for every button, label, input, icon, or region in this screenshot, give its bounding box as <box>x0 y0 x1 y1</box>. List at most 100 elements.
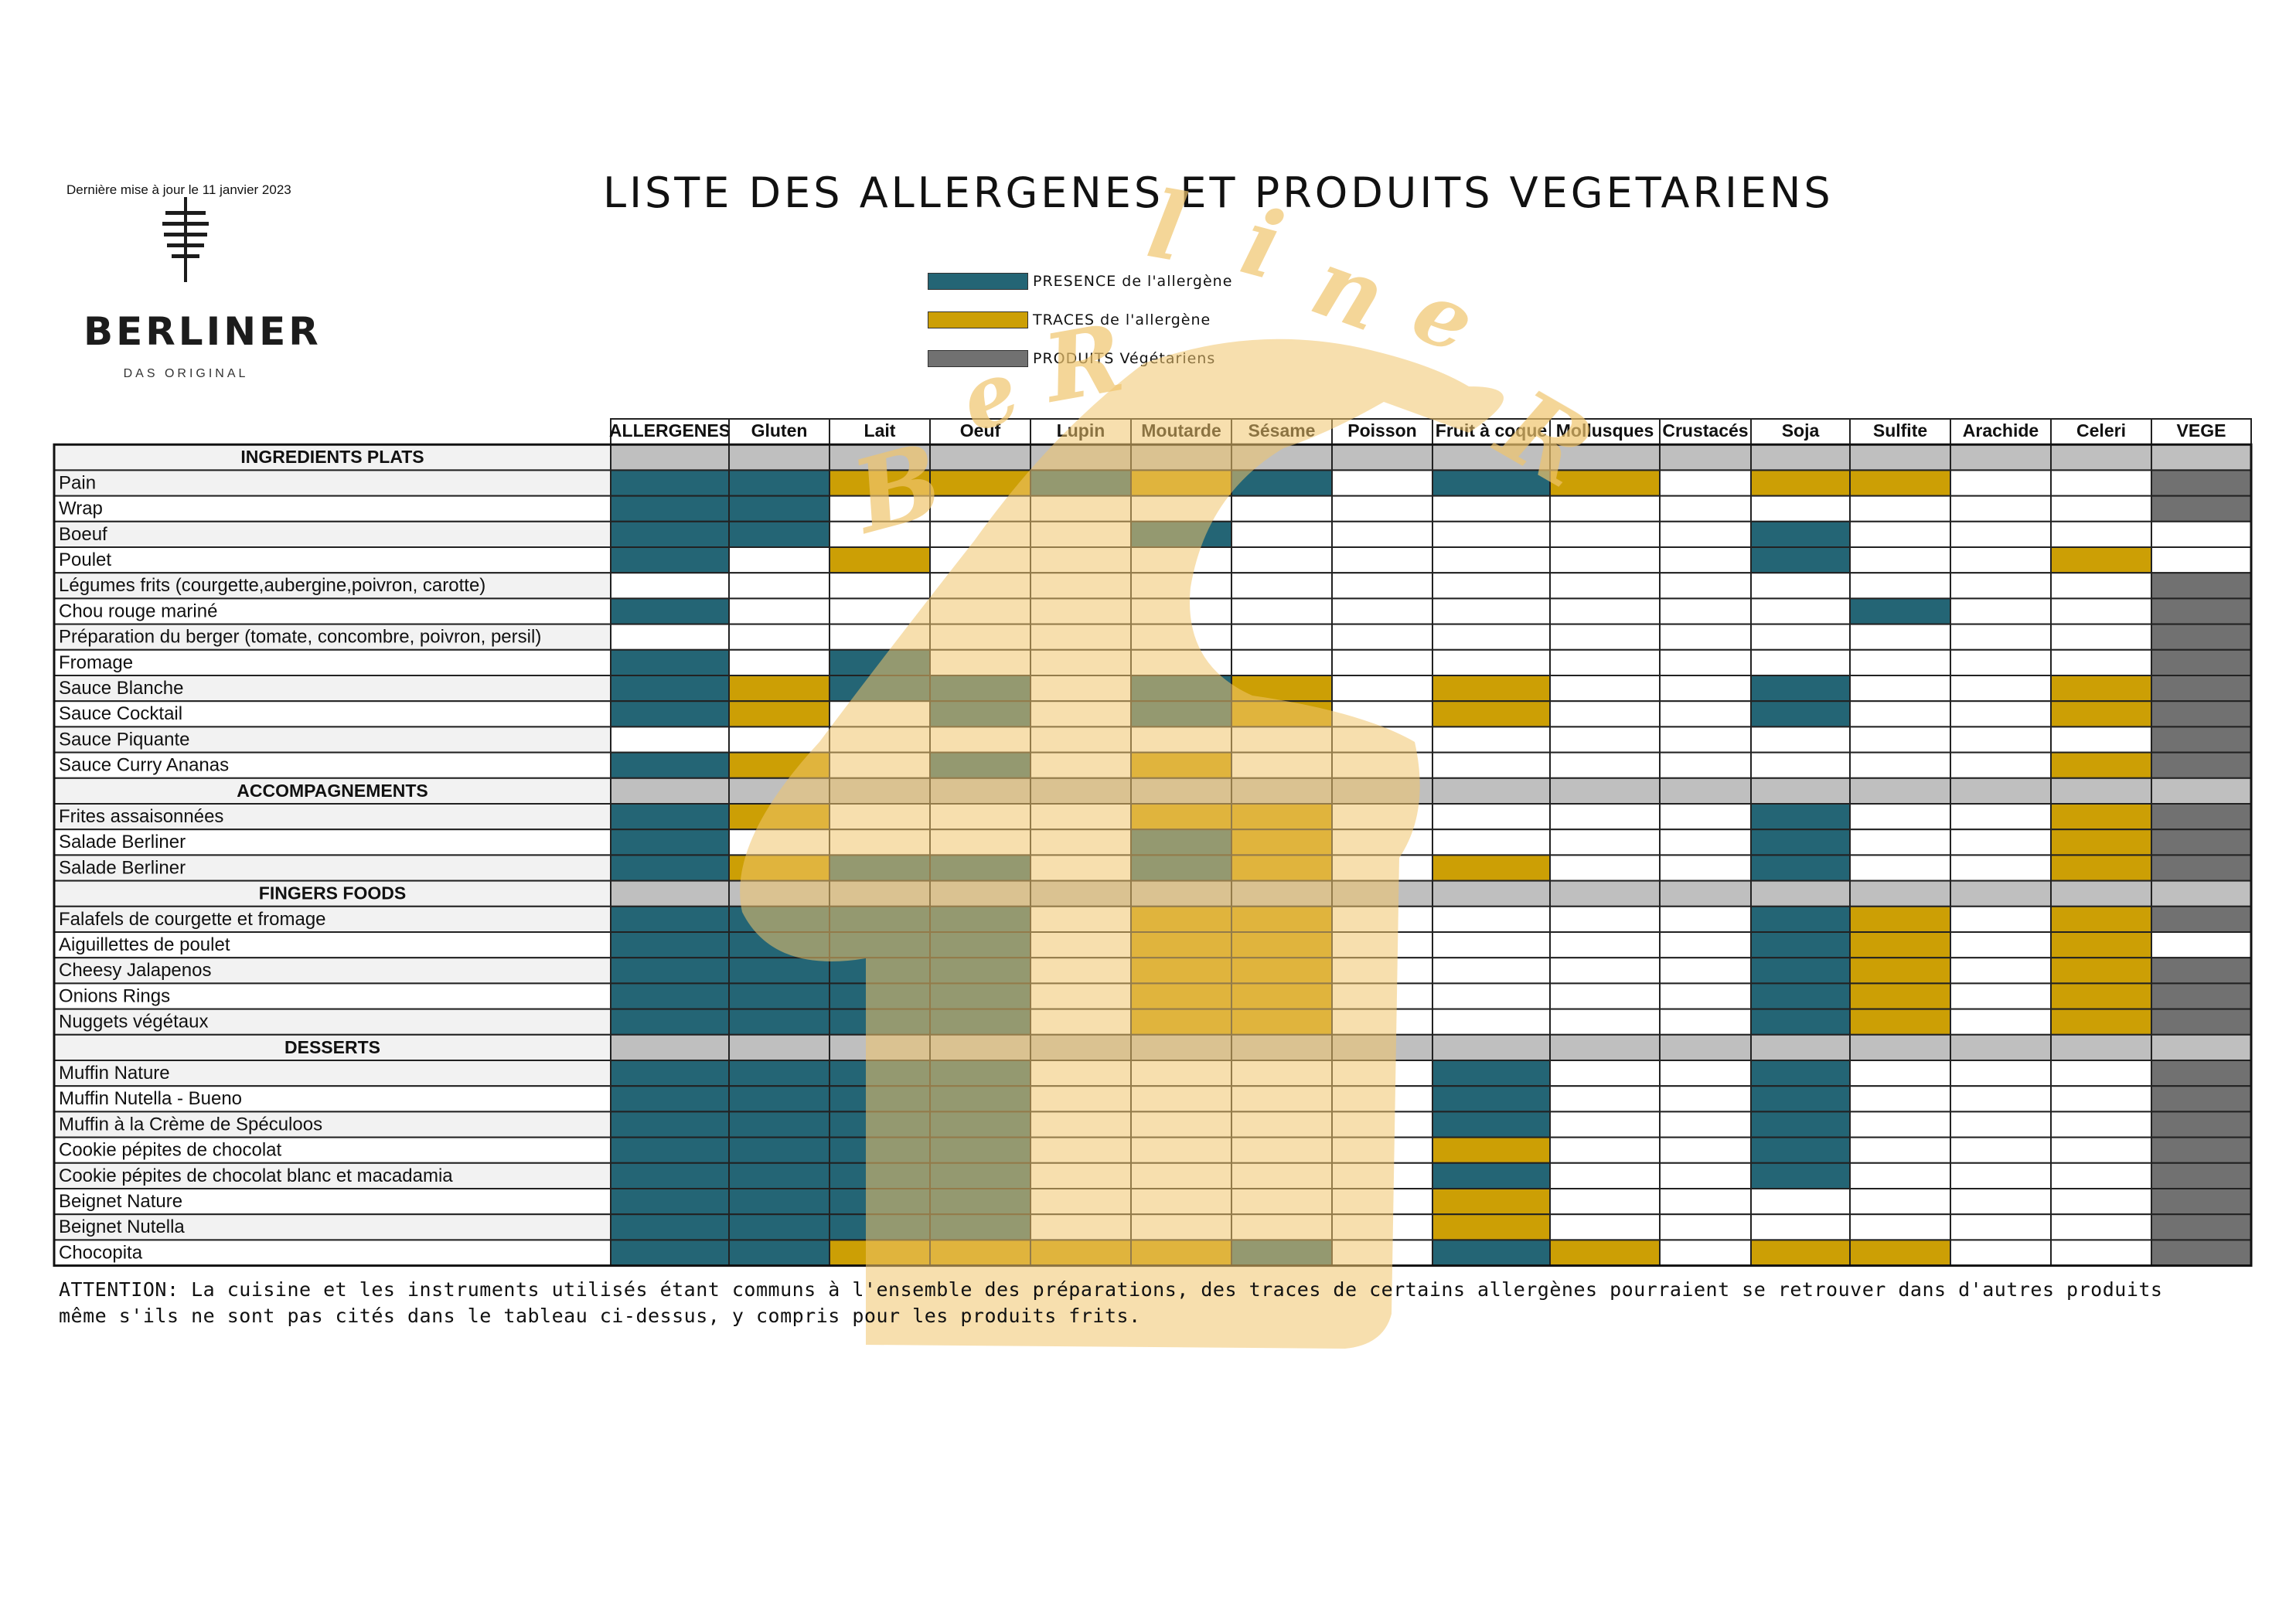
allergen-cell <box>1659 1008 1752 1036</box>
allergen-cell <box>1331 495 1433 522</box>
allergen-cell <box>2050 1136 2152 1164</box>
allergen-cell <box>1750 546 1851 574</box>
section-filler-cell <box>1750 444 1851 471</box>
allergen-cell <box>2151 1008 2252 1036</box>
allergen-cell <box>1030 520 1132 548</box>
allergen-cell <box>1849 931 1951 959</box>
allergen-cell <box>1432 1213 1551 1241</box>
allergen-cell <box>1950 469 2052 497</box>
allergen-cell <box>728 675 830 703</box>
allergen-cell <box>2050 854 2152 882</box>
column-header-cell <box>2151 418 2252 446</box>
allergen-cell <box>728 1111 830 1138</box>
allergen-cell <box>1130 1136 1232 1164</box>
allergen-cell <box>2151 1239 2252 1267</box>
section-filler-cell <box>728 444 830 471</box>
allergen-cell <box>829 751 931 779</box>
allergen-cell <box>1432 1111 1551 1138</box>
allergen-cell <box>2050 1188 2152 1216</box>
section-filler-cell <box>2151 444 2252 471</box>
column-header-label: VEGE <box>2177 420 2226 441</box>
allergen-cell <box>728 803 830 831</box>
allergen-cell <box>1030 1111 1132 1138</box>
column-header-label: Lait <box>864 420 896 441</box>
table-row <box>53 675 611 703</box>
column-header-label: Arachide <box>1963 420 2039 441</box>
allergen-cell <box>728 829 830 856</box>
section-filler-cell <box>728 777 830 805</box>
allergen-cell <box>610 1060 730 1087</box>
allergen-cell <box>1130 1213 1232 1241</box>
allergen-cell <box>728 726 830 754</box>
section-filler-cell <box>728 880 830 907</box>
allergen-cell <box>1549 982 1661 1010</box>
allergen-cell <box>1750 829 1851 856</box>
allergen-cell <box>610 905 730 934</box>
row-label: Cookie pépites de chocolat <box>59 1140 282 1161</box>
allergen-cell <box>2050 546 2152 574</box>
column-header-label: Sulfite <box>1873 420 1927 441</box>
allergen-cell <box>1331 1162 1433 1190</box>
allergen-cell <box>728 957 830 985</box>
section-filler-cell <box>1030 777 1132 805</box>
allergen-cell <box>610 1162 730 1190</box>
section-header-label: INGREDIENTS PLATS <box>240 447 424 467</box>
allergen-cell <box>829 1213 931 1241</box>
allergen-cell <box>1549 1008 1661 1036</box>
allergen-cell <box>2151 1060 2252 1087</box>
allergen-cell <box>1549 469 1661 497</box>
allergen-cell <box>610 648 730 676</box>
allergen-cell <box>1432 905 1551 934</box>
allergen-cell <box>1432 1162 1551 1190</box>
legend-label: PRESENCE de l'allergène <box>1033 273 1233 290</box>
allergen-cell <box>1750 1008 1851 1036</box>
section-filler-cell <box>1331 444 1433 471</box>
section-filler-cell <box>1750 1033 1851 1062</box>
allergen-cell <box>1750 854 1851 882</box>
allergen-cell <box>728 572 830 600</box>
section-filler-cell <box>829 1033 931 1062</box>
allergen-cell <box>2151 726 2252 754</box>
allergen-cell <box>1030 751 1132 779</box>
allergen-cell <box>1549 803 1661 831</box>
allergen-cell <box>1849 982 1951 1010</box>
allergen-cell <box>929 854 1031 882</box>
allergen-cell <box>610 1188 730 1216</box>
allergen-cell <box>2050 495 2152 522</box>
column-header-label: Sésame <box>1248 420 1316 441</box>
allergen-cell <box>1950 829 2052 856</box>
row-label: Fromage <box>59 652 133 673</box>
section-filler-cell <box>1659 1033 1752 1062</box>
allergen-cell <box>1231 1085 1333 1113</box>
allergen-cell <box>1950 700 2052 728</box>
section-filler-cell <box>1130 444 1232 471</box>
allergen-cell <box>1549 495 1661 522</box>
allergen-cell <box>1130 829 1232 856</box>
allergen-cell <box>2151 469 2252 497</box>
row-label: Boeuf <box>59 524 107 545</box>
allergen-cell <box>829 648 931 676</box>
allergen-cell <box>829 931 931 959</box>
allergen-cell <box>1331 1239 1433 1267</box>
allergen-cell <box>1950 572 2052 600</box>
row-label: Poulet <box>59 550 111 570</box>
allergen-cell <box>1549 1136 1661 1164</box>
allergen-cell <box>1331 1213 1433 1241</box>
allergen-cell <box>1750 1085 1851 1113</box>
allergen-cell <box>1231 1008 1333 1036</box>
allergen-cell <box>929 982 1031 1010</box>
allergen-cell <box>929 1136 1031 1164</box>
allergen-cell <box>1030 675 1132 703</box>
allergen-cell <box>2151 546 2252 574</box>
allergen-cell <box>829 803 931 831</box>
allergen-cell <box>2151 648 2252 676</box>
allergen-cell <box>1750 1060 1851 1087</box>
allergen-cell <box>1432 982 1551 1010</box>
column-header-cell <box>1549 418 1661 446</box>
allergen-cell <box>1331 803 1433 831</box>
allergen-cell <box>929 931 1031 959</box>
allergen-cell <box>1549 648 1661 676</box>
row-label: Pain <box>59 472 96 493</box>
allergen-cell <box>728 1162 830 1190</box>
allergen-cell <box>1950 1239 2052 1267</box>
